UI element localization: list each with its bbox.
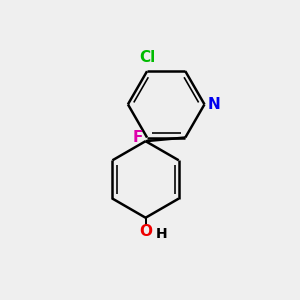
Text: Cl: Cl [139,50,155,65]
Text: O: O [139,224,152,239]
Text: H: H [156,227,167,241]
Text: F: F [132,130,142,145]
Text: N: N [208,97,221,112]
